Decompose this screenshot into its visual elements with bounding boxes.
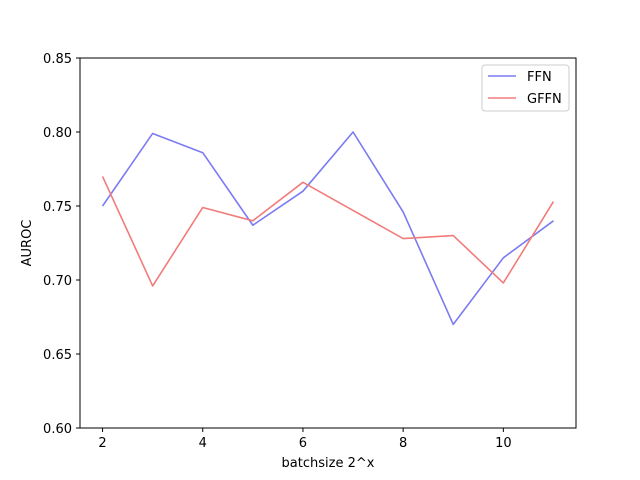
y-tick-label: 0.65 [43, 348, 72, 363]
x-tick-label: 2 [98, 436, 106, 451]
x-axis-label: batchsize 2^x [282, 456, 375, 471]
y-tick-label: 0.70 [43, 274, 72, 289]
x-tick-label: 4 [199, 436, 207, 451]
y-tick-label: 0.75 [43, 200, 72, 215]
x-tick-label: 6 [299, 436, 307, 451]
y-tick-label: 0.85 [43, 52, 72, 67]
y-tick-label: 0.60 [43, 422, 72, 437]
x-axis: 2 4 6 8 10 [98, 428, 512, 451]
x-tick-label: 8 [399, 436, 407, 451]
series-line-ffn [101, 131, 554, 326]
x-tick-label: 10 [495, 436, 512, 451]
y-tick-label: 0.80 [43, 126, 72, 141]
series-line-gffn [101, 176, 555, 287]
plot-frame [79, 57, 577, 429]
plot-lines [101, 131, 555, 326]
y-axis: 0.60 0.65 0.70 0.75 0.80 0.85 [43, 52, 80, 437]
legend: FFN GFFN [481, 64, 570, 112]
y-axis-label: AUROC [20, 220, 35, 267]
legend-label-ffn: FFN [527, 70, 552, 85]
legend-label-gffn: GFFN [527, 92, 562, 107]
